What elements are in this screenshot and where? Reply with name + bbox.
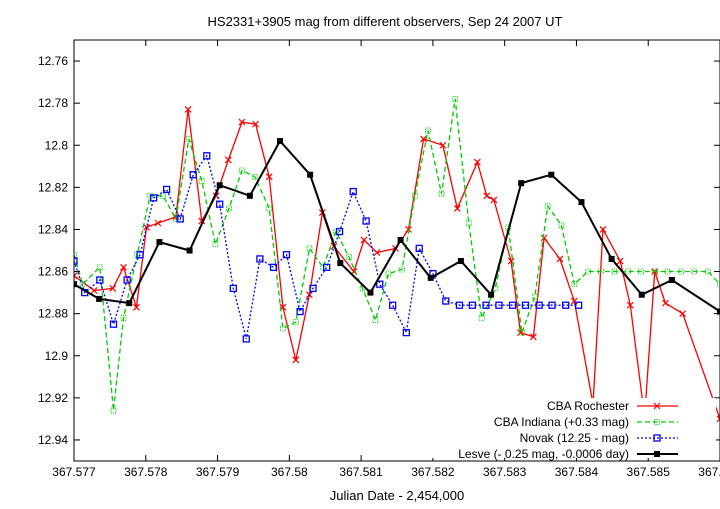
data-point [217, 183, 222, 188]
legend-label: CBA Rochester [547, 399, 629, 413]
legend-label: Novak (12.25 - mag) [520, 431, 629, 445]
x-tick-label: 367.586 [698, 465, 720, 479]
y-tick-label: 12.76 [38, 54, 68, 68]
x-tick-label: 367.585 [627, 465, 671, 479]
data-point [557, 256, 563, 262]
legend: CBA Rochester CBA Indiana (+0.33 mag) Nova… [410, 398, 716, 461]
y-tick-label: 12.9 [45, 349, 69, 363]
data-point [247, 193, 252, 198]
x-tick-label: 367.578 [124, 465, 168, 479]
y-tick-label: 12.84 [38, 222, 68, 236]
data-point [662, 300, 668, 306]
data-point [225, 157, 231, 163]
series-line [74, 110, 720, 419]
data-point [428, 275, 433, 280]
x-tick-label: 367.582 [411, 465, 455, 479]
data-point [155, 220, 161, 226]
data-point [390, 302, 396, 308]
data-point [157, 240, 162, 245]
legend-label: Lesve (- 0.25 mag, -0.0006 day) [458, 447, 629, 461]
series-1 [72, 96, 720, 413]
chart-title: HS2331+3905 mag from different observers… [208, 14, 563, 29]
series-0 [71, 106, 720, 421]
series-2 [71, 153, 582, 342]
data-point [127, 301, 132, 306]
data-point [549, 172, 554, 177]
series-line [74, 99, 720, 411]
data-point [267, 206, 272, 211]
data-point [338, 261, 343, 266]
x-tick-label: 367.58 [271, 465, 308, 479]
series-line [74, 141, 720, 312]
data-point [187, 248, 192, 253]
x-tick-label: 367.584 [555, 465, 599, 479]
x-tick-label: 367.577 [52, 465, 96, 479]
data-point [669, 277, 674, 282]
x-tick-label: 367.583 [483, 465, 527, 479]
y-tick-label: 12.88 [38, 307, 68, 321]
y-tick-label: 12.86 [38, 265, 68, 279]
x-tick-label: 367.581 [339, 465, 383, 479]
data-point [278, 139, 283, 144]
data-point [489, 292, 494, 297]
data-point [519, 181, 524, 186]
data-point [609, 256, 614, 261]
data-point [398, 237, 403, 242]
data-point [680, 311, 686, 317]
data-point [458, 259, 463, 264]
x-tick-label: 367.579 [196, 465, 240, 479]
data-point [639, 292, 644, 297]
data-point [579, 200, 584, 205]
legend-label: CBA Indiana (+0.33 mag) [494, 415, 629, 429]
x-axis-label: Julian Date - 2,454,000 [330, 488, 464, 503]
data-point [97, 296, 102, 301]
data-point [368, 290, 373, 295]
y-tick-label: 12.82 [38, 180, 68, 194]
data-point [308, 172, 313, 177]
y-tick-label: 12.94 [38, 433, 68, 447]
series-3 [72, 139, 720, 315]
y-tick-label: 12.8 [45, 138, 69, 152]
legend-marker [655, 452, 660, 457]
data-point [350, 189, 356, 195]
data-point [324, 264, 330, 270]
y-tick-label: 12.78 [38, 96, 68, 110]
y-tick-label: 12.92 [38, 391, 68, 405]
